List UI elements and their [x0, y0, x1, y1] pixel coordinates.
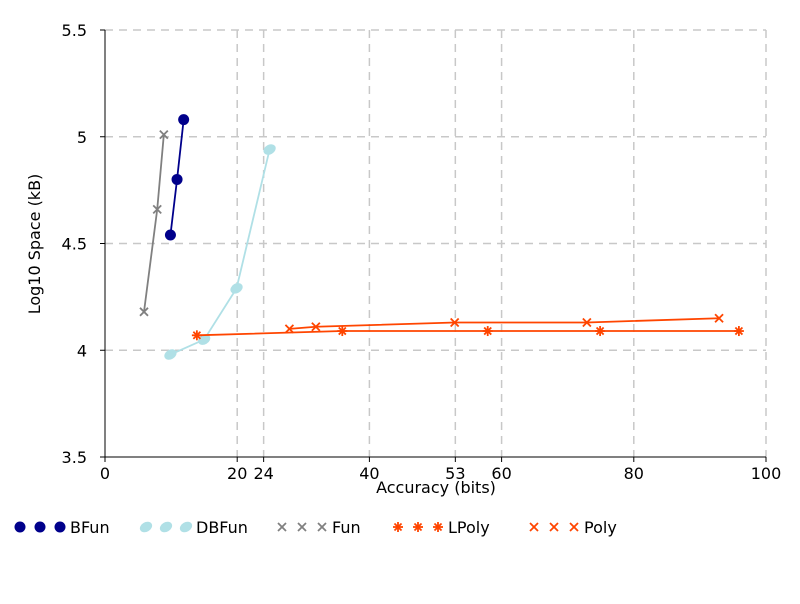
legend-label-lpoly: LPoly — [448, 518, 490, 537]
legend-item-fun: Fun — [277, 518, 361, 537]
data-point-poly — [311, 322, 321, 332]
legend-marker-dbfun — [159, 521, 173, 533]
legend-marker-dbfun — [179, 521, 193, 533]
data-point-fun — [152, 204, 162, 214]
x-axis-label: Accuracy (bits) — [376, 478, 496, 497]
y-tick-label: 4.5 — [62, 235, 87, 254]
legend-item-lpoly: LPoly — [393, 518, 490, 537]
legend-item-bfun: BFun — [14, 518, 110, 537]
x-tick-label: 53 — [445, 464, 465, 483]
legend-marker-lpoly — [413, 522, 423, 532]
series-line-lpoly — [196, 330, 739, 337]
legend-item-dbfun: DBFun — [139, 518, 248, 537]
legend-label-fun: Fun — [332, 518, 361, 537]
data-point-poly — [284, 324, 295, 334]
y-tick-label: 3.5 — [62, 448, 87, 467]
data-point-lpoly — [482, 326, 493, 337]
legend-marker-poly — [549, 522, 559, 532]
series-dbfun — [164, 144, 276, 360]
legend-marker-poly — [529, 522, 539, 532]
legend-marker-lpoly — [393, 522, 403, 532]
data-point-dbfun — [164, 349, 177, 360]
data-point-lpoly — [595, 326, 606, 337]
data-point-dbfun — [263, 144, 276, 155]
legend-marker-fun — [277, 522, 287, 532]
y-tick-label: 5 — [77, 128, 87, 147]
legend-marker-bfun — [14, 521, 26, 533]
data-point-lpoly — [191, 330, 202, 341]
data-point-bfun — [171, 173, 183, 185]
data-point-lpoly — [337, 326, 348, 337]
x-tick-label: 80 — [624, 464, 644, 483]
data-point-lpoly — [733, 326, 744, 337]
legend-marker-lpoly — [433, 522, 443, 532]
data-point-fun — [139, 307, 149, 317]
series-poly — [284, 313, 724, 334]
data-point-poly — [450, 317, 460, 328]
x-tick-label: 0 — [100, 464, 110, 483]
x-tick-label: 24 — [253, 464, 273, 483]
legend-item-poly: Poly — [529, 518, 617, 537]
series-lpoly — [191, 326, 744, 341]
data-point-dbfun — [198, 334, 211, 345]
data-point-poly — [714, 313, 724, 323]
grid-layer — [105, 29, 767, 457]
data-point-bfun — [178, 114, 190, 126]
legend: BFun DBFun Fun LPoly Poly — [14, 518, 617, 537]
data-point-dbfun — [230, 283, 243, 294]
data-point-poly — [582, 317, 592, 328]
series-layer — [139, 114, 744, 360]
legend-marker-bfun — [54, 521, 66, 533]
legend-label-poly: Poly — [584, 518, 617, 537]
legend-label-dbfun: DBFun — [196, 518, 248, 537]
x-tick-label: 60 — [491, 464, 511, 483]
data-point-fun — [159, 129, 169, 140]
legend-label-bfun: BFun — [70, 518, 110, 537]
labels-layer: Accuracy (bits) Log10 Space (kB) — [25, 174, 496, 497]
data-point-bfun — [164, 229, 176, 241]
legend-marker-bfun — [34, 521, 46, 533]
y-tick-label: 5.5 — [62, 21, 87, 40]
legend-marker-fun — [297, 522, 307, 532]
x-tick-label: 40 — [359, 464, 379, 483]
legend-marker-fun — [317, 522, 327, 532]
y-axis-label: Log10 Space (kB) — [25, 174, 44, 315]
legend-marker-dbfun — [139, 521, 153, 533]
series-line-fun — [143, 134, 165, 312]
x-tick-label: 20 — [227, 464, 247, 483]
series-line-poly — [289, 317, 720, 330]
series-bfun — [164, 114, 190, 241]
series-fun — [139, 129, 169, 317]
y-tick-label: 4 — [77, 341, 87, 360]
x-tick-label: 100 — [751, 464, 782, 483]
axes-layer: 0 20 24 40 53 60 80 100 3.5 4 4.5 5 5.5 — [62, 21, 782, 483]
series-line-dbfun — [170, 149, 271, 356]
legend-marker-poly — [569, 522, 579, 532]
